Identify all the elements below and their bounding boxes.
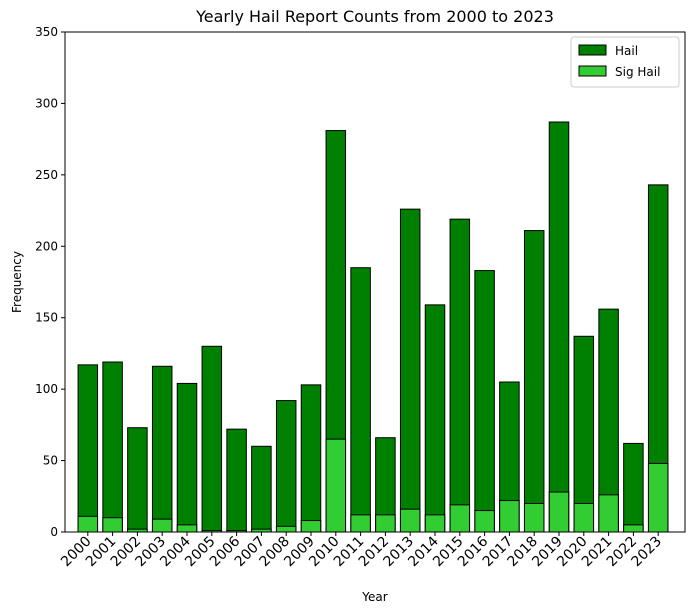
- bar-hail-2018: [523, 230, 545, 533]
- y-tick-label: 150: [35, 311, 58, 325]
- y-tick-label: 250: [35, 168, 58, 182]
- bar-sig-hail-2022: [623, 524, 644, 533]
- chart-title: Yearly Hail Report Counts from 2000 to 2…: [195, 7, 554, 26]
- bar-sig-hail-2010: [325, 438, 347, 533]
- bar-sig-hail-2014: [424, 514, 446, 533]
- bar-sig-hail-2023: [647, 462, 669, 533]
- bar-sig-hail-2004: [176, 524, 198, 533]
- x-axis-label: Year: [361, 590, 387, 604]
- bar-sig-hail-2003: [151, 518, 173, 533]
- bars-layer: [77, 121, 669, 533]
- bar-sig-hail-2009: [300, 520, 322, 533]
- bar-hail-2006: [226, 428, 247, 533]
- bar-hail-2019: [548, 121, 570, 533]
- bar-hail-2020: [573, 335, 595, 533]
- x-axis: 2000200120022003200420052006200720082009…: [58, 532, 665, 570]
- y-tick-label: 350: [35, 25, 58, 39]
- bar-hail-2004: [176, 382, 198, 533]
- bar-hail-2022: [623, 442, 644, 533]
- bar-sig-hail-2013: [399, 508, 421, 533]
- bar-sig-hail-2012: [375, 514, 396, 533]
- bar-hail-2001: [102, 361, 123, 533]
- legend-swatch-hail: [578, 44, 607, 56]
- bar-hail-2002: [127, 427, 148, 533]
- bar-hail-2016: [474, 270, 495, 533]
- legend: Hail Sig Hail: [570, 36, 680, 88]
- bar-hail-2014: [424, 304, 446, 533]
- bar-hail-2011: [350, 267, 371, 533]
- y-tick-label: 200: [35, 239, 58, 253]
- legend-label-sig-hail: Sig Hail: [615, 65, 660, 79]
- bar-sig-hail-2021: [598, 494, 619, 533]
- y-tick-label: 0: [50, 525, 58, 539]
- legend-swatch-sig-hail: [578, 65, 607, 77]
- plot-frame: [64, 31, 686, 533]
- bar-sig-hail-2017: [499, 500, 520, 533]
- bar-sig-hail-2008: [275, 525, 297, 533]
- bar-hail-2007: [251, 445, 272, 533]
- bar-hail-2000: [77, 364, 99, 533]
- bar-sig-hail-2020: [573, 502, 595, 533]
- bar-sig-hail-2000: [77, 515, 99, 533]
- bar-hail-2013: [399, 208, 421, 533]
- bar-sig-hail-2019: [548, 491, 570, 533]
- bar-hail-2015: [449, 218, 471, 533]
- bar-hail-2005: [201, 345, 223, 533]
- y-tick-label: 300: [35, 96, 58, 110]
- bar-sig-hail-2001: [102, 517, 123, 533]
- bar-hail-2003: [151, 365, 173, 533]
- bar-hail-2009: [300, 384, 322, 533]
- legend-label-hail: Hail: [615, 44, 638, 58]
- y-axis-label: Frequency: [10, 251, 24, 313]
- bar-sig-hail-2011: [350, 514, 371, 533]
- bar-sig-hail-2015: [449, 504, 471, 533]
- y-tick-label: 100: [35, 382, 58, 396]
- bar-sig-hail-2018: [523, 502, 545, 533]
- bar-sig-hail-2016: [474, 510, 495, 533]
- y-tick-label: 50: [43, 454, 58, 468]
- bar-hail-2008: [275, 400, 297, 533]
- y-axis: 0 50 100 150 200 250 300 350: [35, 25, 65, 539]
